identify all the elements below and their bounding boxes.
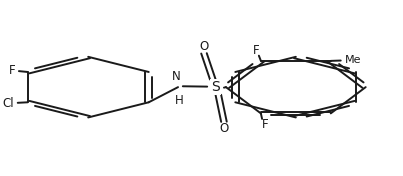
Text: S: S bbox=[212, 80, 220, 94]
Text: O: O bbox=[219, 122, 229, 135]
Text: H: H bbox=[175, 94, 184, 107]
Text: F: F bbox=[262, 118, 268, 131]
Text: F: F bbox=[9, 64, 16, 77]
Text: F: F bbox=[253, 44, 260, 57]
Text: N: N bbox=[172, 70, 181, 83]
Text: O: O bbox=[199, 40, 209, 53]
Text: Cl: Cl bbox=[3, 97, 15, 110]
Text: Me: Me bbox=[345, 55, 361, 65]
